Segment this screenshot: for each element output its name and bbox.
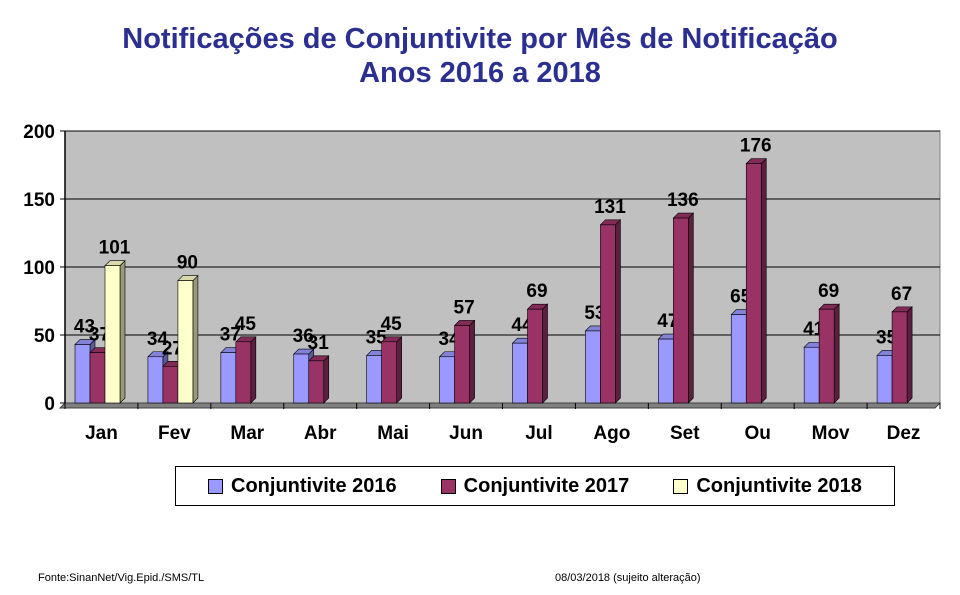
bar [803, 346, 820, 404]
x-tick-label: Mai [377, 423, 409, 444]
bar [439, 356, 455, 404]
bar-side [906, 306, 913, 404]
data-label: 176 [740, 136, 772, 157]
x-tick-label: Jul [525, 423, 552, 444]
bar-side [615, 219, 621, 404]
bar [745, 163, 762, 404]
bar [220, 352, 237, 404]
bar [600, 224, 616, 404]
chart-subtitle: Anos 2016 a 2018 [359, 57, 601, 89]
data-label: 67 [891, 284, 912, 305]
data-label: 136 [667, 190, 699, 211]
data-label: 90 [177, 253, 198, 274]
bar [74, 344, 91, 404]
data-label: 69 [526, 281, 547, 302]
data-label: 57 [454, 297, 475, 318]
bar-side [119, 259, 126, 404]
bar-side [192, 274, 199, 404]
bar-side [323, 355, 330, 404]
legend-item-2016: Conjuntivite 2016 [208, 475, 397, 498]
data-label: 34 [147, 329, 169, 350]
bar [527, 308, 543, 404]
data-label: 69 [818, 281, 839, 302]
bar [104, 265, 121, 404]
bar-side [250, 336, 257, 404]
x-tick-label: Ago [593, 423, 630, 444]
x-tick-label: Mar [230, 423, 264, 444]
chart-title: Notificações de Conjuntivite por Mês de … [122, 23, 838, 55]
bar [818, 308, 835, 404]
data-label: 31 [308, 333, 330, 354]
date-note: 08/03/2018 (sujeito alteração) [555, 572, 701, 584]
x-tick-label: Jan [85, 423, 118, 444]
legend-item-2017: Conjuntivite 2017 [440, 474, 630, 498]
bar [673, 217, 689, 404]
bar [454, 325, 470, 404]
x-tick-label: Dez [887, 423, 921, 444]
legend-item-2018: Conjuntivite 2018 [673, 475, 862, 498]
y-tick-label: 50 [34, 326, 55, 347]
chart-legend: Conjuntivite 2016 Conjuntivite 2017 Conj… [175, 466, 895, 506]
bar-side [469, 319, 475, 404]
data-label: 45 [381, 314, 403, 335]
data-label: 45 [235, 314, 257, 335]
bar [235, 341, 252, 404]
y-tick-label: 100 [23, 258, 55, 279]
bar [293, 353, 310, 404]
bar [512, 342, 528, 404]
y-tick-label: 0 [44, 394, 55, 415]
data-label: 43 [74, 317, 95, 338]
legend-label-2016: Conjuntivite 2016 [231, 474, 397, 497]
bar [381, 341, 397, 404]
legend-swatch-2016 [208, 478, 224, 494]
bar-chart: 050100150200Jan4337101Fev342790Mar3745Ab… [23, 122, 942, 444]
bar [658, 338, 674, 404]
x-tick-label: Mov [812, 423, 850, 444]
bar-side [833, 303, 840, 404]
data-label: 131 [594, 197, 626, 218]
plot-floor [58, 402, 942, 409]
legend-label-2018: Conjuntivite 2018 [696, 474, 862, 497]
x-tick-label: Jun [449, 423, 483, 444]
bar [366, 355, 382, 404]
bar [162, 365, 179, 404]
bar [730, 314, 747, 404]
legend-swatch-2017 [440, 478, 456, 494]
y-tick-label: 200 [23, 122, 55, 143]
x-tick-label: Ou [745, 423, 771, 444]
legend-swatch-2018 [673, 478, 689, 494]
legend-label-2017: Conjuntivite 2017 [463, 474, 630, 497]
y-tick-label: 150 [23, 190, 55, 211]
bar [147, 356, 164, 404]
source-note: Fonte:SinanNet/Vig.Epid./SMS/TL [38, 572, 205, 584]
data-label: 36 [293, 326, 314, 347]
bar [308, 360, 325, 404]
bar [585, 330, 601, 404]
bar-side [688, 212, 694, 404]
data-label: 101 [99, 238, 131, 259]
data-label: 37 [220, 325, 241, 346]
bar [891, 311, 908, 404]
x-tick-label: Set [670, 423, 700, 444]
bar [876, 355, 893, 404]
x-tick-label: Abr [304, 423, 337, 444]
bar [177, 280, 194, 404]
x-tick-label: Fev [158, 423, 191, 444]
bar-side [542, 303, 548, 404]
bar-side [760, 157, 767, 404]
bar-side [396, 336, 402, 404]
bar [89, 352, 106, 404]
